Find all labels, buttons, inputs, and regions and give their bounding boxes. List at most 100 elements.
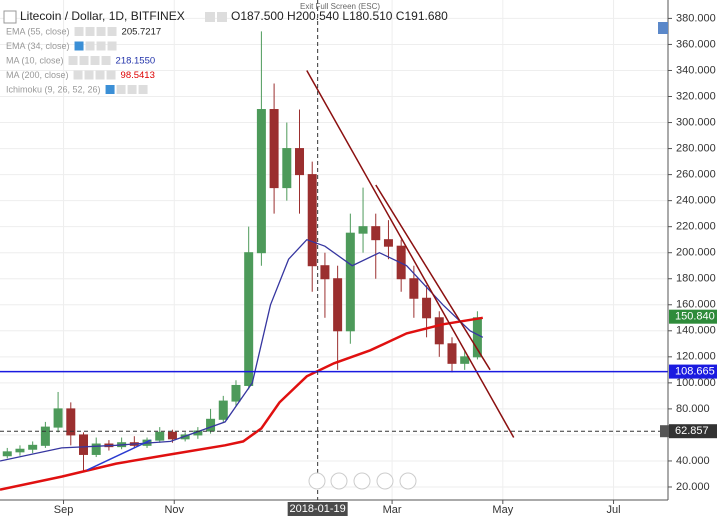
chart-title: Litecoin / Dollar, 1D, BITFINEX [20, 9, 185, 23]
candle-body [206, 418, 216, 432]
indicator-button[interactable] [127, 85, 137, 94]
indicator-value: 98.5413 [121, 70, 155, 81]
indicator-button[interactable] [116, 85, 126, 94]
y-tick-label: 80.000 [676, 403, 710, 415]
bottom-toolbar[interactable] [308, 472, 417, 490]
indicator-button[interactable] [74, 41, 84, 51]
indicator-name: MA (200, close) [6, 70, 69, 80]
fullscreen-hint[interactable]: Exit Full Screen (ESC) [300, 2, 380, 11]
y-tick-label: 320.000 [676, 90, 716, 102]
y-tick-label: 200.000 [676, 247, 716, 259]
indicator-name: Ichimoku (9, 26, 52, 26) [6, 84, 101, 94]
y-tick-label: 20.000 [676, 481, 710, 493]
candle-body [307, 174, 317, 267]
scale-button[interactable] [658, 22, 668, 34]
candle-body [218, 400, 228, 420]
candle-body [320, 265, 330, 280]
y-tick-label: 40.000 [676, 455, 710, 467]
candle-body [79, 434, 88, 455]
indicator-button[interactable] [84, 70, 94, 80]
indicator-button[interactable] [107, 27, 117, 36]
price-tag-label: 108.665 [675, 365, 715, 377]
crosshair-tag [287, 502, 348, 516]
candle-body [345, 232, 355, 332]
candle-body [434, 317, 444, 345]
candle-body [231, 384, 241, 402]
candle-body [256, 109, 266, 254]
indicator-button[interactable] [107, 41, 117, 51]
indicator-name: EMA (34, close) [6, 41, 70, 51]
candle-body [167, 431, 177, 440]
indicator-button[interactable] [106, 70, 116, 80]
last-price-tag [669, 309, 717, 324]
trend-line [375, 184, 491, 371]
y-tick-label: 260.000 [676, 169, 716, 181]
y-tick-label: 340.000 [676, 64, 716, 76]
indicator-button[interactable] [105, 85, 115, 94]
axes: 20.00040.00060.00080.000100.000120.00014… [54, 12, 717, 516]
trend-line [306, 70, 515, 438]
candle-body [422, 297, 432, 319]
candle-body [28, 444, 38, 450]
header-buttons[interactable] [205, 12, 227, 22]
indicator-button[interactable] [101, 56, 111, 65]
candle-body [40, 426, 50, 446]
candle-body [2, 451, 12, 457]
indicator-name: EMA (55, close) [6, 26, 70, 36]
candle-body [371, 226, 381, 241]
indicator-button[interactable] [85, 27, 95, 36]
y-tick-label: 360.000 [676, 38, 716, 50]
y-tick-label: 280.000 [676, 142, 716, 154]
candle-body [383, 239, 393, 247]
x-tick-label: May [492, 504, 513, 516]
indicator-button[interactable] [96, 41, 106, 51]
candle-body [295, 148, 305, 176]
indicator-button[interactable] [73, 70, 83, 80]
candle-body [460, 356, 470, 364]
candle-body [155, 431, 165, 441]
crosshair-label: 2018-01-19 [290, 503, 346, 515]
y-tick-label: 180.000 [676, 273, 716, 285]
x-tick-label: Sep [54, 504, 74, 516]
x-tick-label: Jul [607, 504, 621, 516]
x-tick-label: Mar [383, 504, 402, 516]
candle-body [282, 148, 292, 189]
last-price-label: 150.840 [675, 311, 715, 323]
plot [0, 0, 668, 500]
indicator-name: MA (10, close) [6, 55, 64, 65]
trend-line [86, 439, 152, 471]
price-tag [669, 424, 717, 439]
indicator-button[interactable] [79, 56, 89, 65]
candle-body [358, 226, 368, 234]
y-tick-label: 240.000 [676, 195, 716, 207]
indicator-button[interactable] [90, 56, 100, 65]
ohlc: O187.500 H200.540 L180.510 C191.680 [231, 9, 448, 23]
price-tag-label: 62.857 [675, 425, 709, 437]
price-tag [669, 364, 717, 379]
candle-body [91, 443, 101, 455]
y-tick-label: 220.000 [676, 221, 716, 233]
y-tick-label: 120.000 [676, 351, 716, 363]
candle-body [15, 448, 25, 453]
indicator-button[interactable] [96, 27, 106, 36]
candle-body [269, 109, 279, 189]
indicator-button[interactable] [138, 85, 148, 94]
candle-body [447, 343, 457, 364]
legend: EMA (55, close) 205.7217 EMA (34, close) MA… [6, 26, 161, 94]
y-tick-label: 160.000 [676, 299, 716, 311]
indicator-value: 218.1550 [116, 56, 156, 67]
candle-body [66, 408, 76, 436]
candle-body [244, 252, 254, 386]
candle-body [53, 408, 63, 428]
symbol-icon[interactable] [3, 10, 17, 24]
indicator-value: 205.7217 [122, 27, 162, 38]
indicator-button[interactable] [85, 41, 95, 51]
indicator-button[interactable] [74, 27, 84, 36]
x-tick-label: Nov [164, 504, 184, 516]
indicator-button[interactable] [95, 70, 105, 80]
indicator-button[interactable] [68, 56, 78, 65]
candle-body [333, 278, 343, 332]
y-tick-label: 380.000 [676, 12, 716, 24]
candle-body [409, 278, 419, 299]
